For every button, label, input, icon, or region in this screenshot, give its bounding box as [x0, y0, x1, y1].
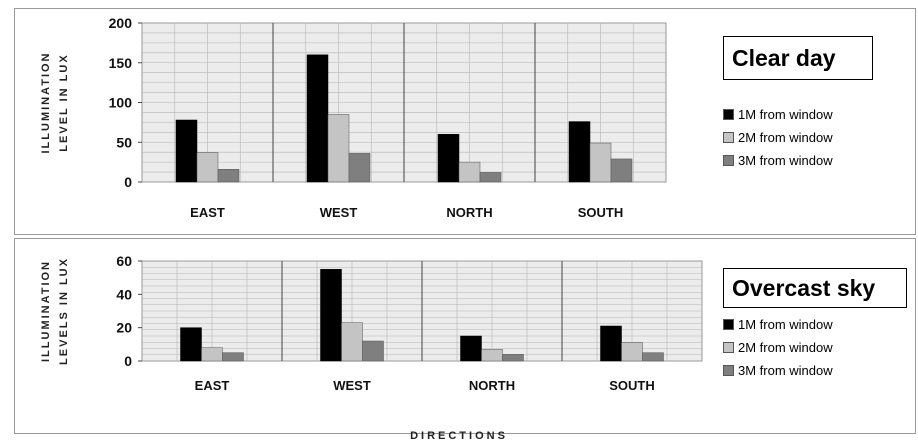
clear-day-bar-west-series1 — [306, 54, 329, 183]
overcast-sky-y-tick-label: 0 — [124, 353, 132, 369]
clear-day-bar-east-series2 — [196, 152, 219, 183]
clear-day-bar-west-series3 — [348, 153, 371, 183]
clear-day-legend-item: 3M from window — [723, 149, 833, 172]
clear-day-y-tick-label: 150 — [109, 55, 133, 71]
clear-day-y-tick-label: 50 — [116, 134, 132, 150]
clear-day-bar-north-series2 — [458, 161, 481, 183]
clear-day-title-text: Clear day — [732, 45, 836, 71]
clear-day-legend-swatch — [723, 132, 734, 143]
overcast-sky-legend-swatch — [723, 365, 734, 376]
overcast-sky-chart-panel: 0 20 40 60 ILLUMINATION LEVELS IN LUX EAST WEST… — [14, 238, 916, 434]
overcast-sky-bar-south-series2 — [621, 342, 643, 362]
overcast-sky-x-tick-label: WEST — [333, 378, 371, 393]
clear-day-bar-north-series1 — [437, 134, 460, 183]
overcast-sky-bar-east-series3 — [222, 352, 244, 362]
overcast-sky-bar-east-series2 — [201, 347, 223, 362]
overcast-sky-x-tick-label: EAST — [195, 378, 230, 393]
clear-day-bar-west-series2 — [327, 114, 350, 183]
clear-day-legend-item: 1M from window — [723, 103, 833, 126]
clear-day-legend-swatch — [723, 155, 734, 166]
overcast-sky-x-tick-label: SOUTH — [609, 378, 655, 393]
clear-day-title: Clear day — [723, 36, 873, 80]
overcast-sky-chart: 0 20 40 60 ILLUMINATION LEVELS IN LUX EAST WEST… — [40, 253, 703, 393]
clear-day-legend-label: 2M from window — [738, 130, 833, 145]
overcast-sky-bar-west-series3 — [362, 340, 384, 362]
overcast-sky-y-axis-title-line2: LEVELS IN LUX — [58, 257, 70, 365]
overcast-sky-y-tick-label: 40 — [116, 286, 132, 302]
overcast-sky-y-axis-title-line1: ILLUMINATION — [40, 260, 52, 362]
clear-day-y-tick-label: 0 — [124, 174, 132, 190]
clear-day-chart-panel: 0 50 100 150 200 ILLUMINATION LEVEL IN LUX EAST… — [14, 8, 916, 235]
clear-day-y-axis-title-line1: ILLUMINATION — [40, 51, 52, 153]
overcast-sky-bar-south-series3 — [642, 352, 664, 362]
overcast-sky-legend-swatch — [723, 342, 734, 353]
clear-day-x-tick-label: WEST — [320, 205, 358, 220]
clear-day-x-tick-label: EAST — [190, 205, 225, 220]
clear-day-x-tick-label: NORTH — [446, 205, 492, 220]
clear-day-bar-east-series3 — [217, 169, 240, 183]
overcast-sky-legend-label: 2M from window — [738, 340, 833, 355]
overcast-sky-legend-item: 3M from window — [723, 359, 833, 382]
clear-day-bar-south-series2 — [589, 142, 612, 183]
overcast-sky-y-tick-label: 20 — [116, 320, 132, 336]
overcast-sky-bar-south-series1 — [600, 325, 622, 362]
overcast-sky-legend-label: 3M from window — [738, 363, 833, 378]
overcast-sky-title-text: Overcast sky — [732, 275, 876, 301]
clear-day-legend-item: 2M from window — [723, 126, 833, 149]
x-axis-title: DIRECTIONS — [410, 430, 508, 442]
overcast-sky-title: Overcast sky — [723, 268, 907, 308]
clear-day-y-tick-label: 100 — [109, 95, 133, 111]
clear-day-bar-north-series3 — [479, 172, 502, 183]
clear-day-legend-swatch — [723, 109, 734, 120]
overcast-sky-bar-west-series1 — [320, 269, 342, 362]
overcast-sky-legend-item: 2M from window — [723, 336, 833, 359]
clear-day-y-axis-title-line2: LEVEL IN LUX — [58, 53, 70, 151]
clear-day-chart: 0 50 100 150 200 ILLUMINATION LEVEL IN LUX EAST… — [40, 15, 667, 220]
overcast-sky-legend-item: 1M from window — [723, 313, 833, 336]
clear-day-legend-label: 1M from window — [738, 107, 833, 122]
overcast-sky-bar-north-series1 — [460, 335, 482, 362]
overcast-sky-legend: 1M from window 2M from window 3M from wind… — [723, 313, 833, 382]
clear-day-bar-south-series1 — [568, 121, 591, 183]
overcast-sky-bar-east-series1 — [180, 327, 202, 362]
overcast-sky-legend-swatch — [723, 319, 734, 330]
clear-day-legend: 1M from window 2M from window 3M from wind… — [723, 103, 833, 172]
clear-day-y-tick-label: 200 — [109, 15, 133, 31]
clear-day-x-tick-label: SOUTH — [578, 205, 624, 220]
overcast-sky-bar-north-series2 — [481, 349, 503, 362]
overcast-sky-y-tick-label: 60 — [116, 253, 132, 269]
clear-day-bar-east-series1 — [175, 119, 198, 183]
clear-day-bar-south-series3 — [610, 158, 633, 183]
overcast-sky-bar-west-series2 — [341, 322, 363, 362]
overcast-sky-bar-north-series3 — [502, 354, 524, 362]
overcast-sky-x-tick-label: NORTH — [469, 378, 515, 393]
clear-day-legend-label: 3M from window — [738, 153, 833, 168]
overcast-sky-legend-label: 1M from window — [738, 317, 833, 332]
